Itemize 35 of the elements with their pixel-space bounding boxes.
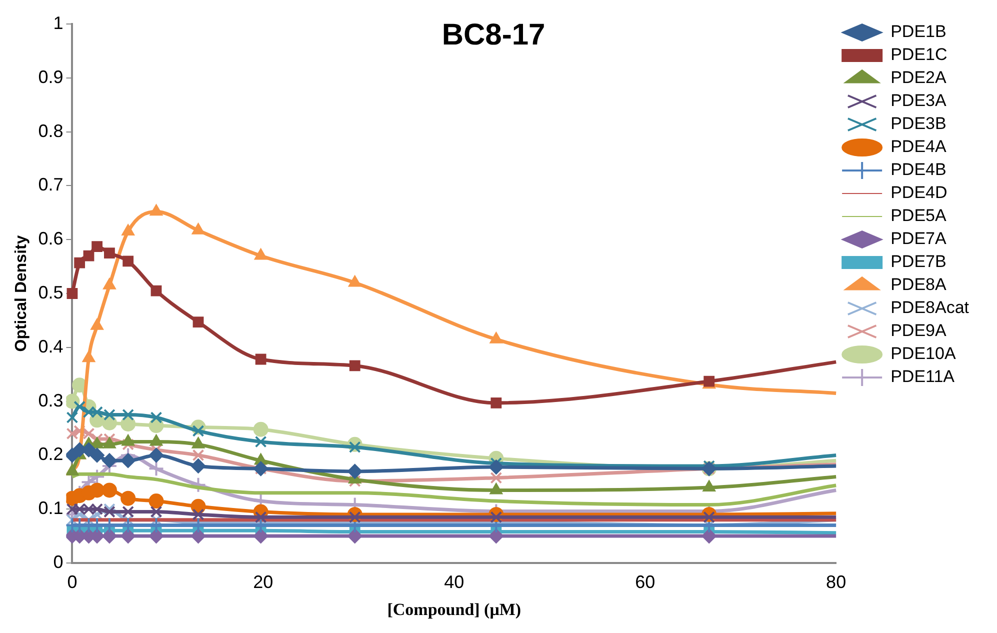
legend-label: PDE7A: [890, 229, 947, 248]
legend-label: PDE1B: [890, 22, 946, 42]
legend-label: PDE1C: [890, 45, 948, 64]
y-tick-label: 0.6: [38, 228, 64, 249]
legend-label: PDE5A: [890, 206, 947, 226]
y-tick-label: 0.1: [38, 498, 64, 518]
legend-label: PDE8Acat: [890, 298, 970, 318]
legend-label: PDE7B: [890, 252, 946, 272]
y-tick-label: 0.3: [38, 390, 64, 410]
y-tick-label: 0.7: [38, 174, 64, 195]
legend-label: PDE10A: [890, 344, 956, 364]
y-tick-label: 0.5: [38, 282, 64, 302]
x-tick-label: 80: [826, 572, 846, 592]
legend-label: PDE3B: [890, 114, 946, 134]
x-tick-label: 60: [635, 572, 656, 592]
y-tick-label: 0.8: [38, 120, 64, 141]
x-tick-label: 20: [253, 572, 274, 592]
x-tick-label: 0: [67, 572, 78, 592]
legend-label: PDE8A: [890, 275, 947, 294]
legend-label: PDE4B: [890, 160, 946, 180]
y-tick-label: 1: [53, 12, 64, 33]
chart-title: BC8-17: [442, 18, 546, 52]
x-tick-label: 40: [444, 572, 464, 592]
legend-label: PDE3A: [890, 91, 947, 110]
legend-label: PDE2A: [890, 68, 947, 88]
legend-label: PDE4A: [890, 137, 947, 156]
y-tick-label: 0.2: [38, 444, 64, 464]
y-tick-label: 0.4: [38, 336, 64, 356]
y-tick-label: 0.9: [38, 66, 64, 87]
y-axis-title: Optical Density: [13, 235, 30, 352]
x-axis-title: [Compound] (μM): [387, 600, 522, 620]
y-tick-label: 0: [53, 552, 64, 572]
legend-label: PDE9A: [890, 321, 947, 340]
legend-label: PDE11A: [890, 367, 956, 386]
legend-label: PDE4D: [890, 183, 948, 202]
